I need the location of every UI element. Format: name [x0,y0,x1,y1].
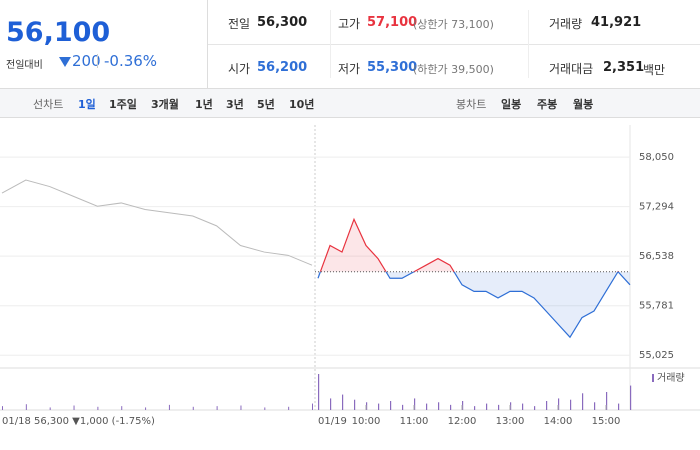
volume-bar [318,374,320,410]
volume-bar [462,401,464,410]
line [317,271,631,339]
legend-label: 거래량 [657,372,685,384]
tab[interactable]: 일봉 [501,98,522,111]
volume-bar [168,404,170,410]
note: (상한가 73,100) [413,18,494,31]
tab-group-label: 봉차트 [456,98,487,111]
tab[interactable]: 3개월 [151,98,179,111]
x-tick-label: 13:00 [496,416,525,427]
volume-bar [594,402,596,410]
tab[interactable]: 3년 [226,98,244,111]
x-tick-label: 12:00 [448,416,477,427]
volume-bar [558,398,560,410]
x-tick-label: 11:00 [400,416,429,427]
volume-bar [354,399,356,410]
y-tick-label: 56,538 [639,251,674,262]
volume-bar [438,402,440,410]
label: 고가 [338,17,361,31]
volume-bar [618,403,620,410]
legend-swatch [652,374,654,382]
value: 2,351 [603,60,645,75]
area [318,271,630,338]
volume-bar [264,407,266,410]
y-tick-label: 58,050 [639,152,674,163]
tab[interactable]: 월봉 [573,98,594,111]
change-rate: -0.36% [104,52,158,70]
volume-bar [390,401,392,410]
tab[interactable]: 주봉 [537,98,558,111]
value: 41,921 [591,15,642,30]
x-tick-label: 10:00 [352,416,381,427]
volume-bar [402,404,404,410]
volume-bar [534,406,536,410]
volume-bar [570,399,572,410]
value: 56,300 [257,15,308,30]
value: 57,100 [367,15,418,30]
volume-bar [216,406,218,410]
tab[interactable]: 1일 [78,98,96,111]
volume-bar [97,406,99,410]
y-tick-label: 57,294 [639,202,674,213]
volume-bar [486,403,488,410]
volume-bar [240,405,242,410]
x-label: 01/19 [318,416,347,427]
x-tick-label: 14:00 [544,416,573,427]
volume-bar [414,398,416,410]
volume-bar [606,392,608,410]
volume-bar [73,405,75,410]
volume-bar [330,398,332,410]
x-label: 01/18 [2,416,31,427]
volume-bar [510,402,512,410]
label: 전일 [228,17,251,31]
prev-summary: 56,300 ▼1,000 (-1.75%) [34,416,155,427]
price: 56,100 [6,17,111,48]
volume-bar [366,402,368,410]
volume-bar [121,406,123,410]
x-tick-label: 15:00 [592,416,621,427]
down-icon [59,57,71,67]
y-tick-label: 55,781 [639,301,674,312]
area [318,219,630,272]
volume-bar [582,393,584,410]
value: 55,300 [367,60,418,75]
tab[interactable]: 10년 [289,98,315,111]
volume-bar [498,404,500,410]
quote-panel: 56,100 전일대비 200 -0.36% [0,0,208,88]
label: 거래대금 [549,62,594,76]
change-label: 전일대비 [6,60,43,71]
volume-bar [25,404,27,410]
value: 56,200 [257,60,308,75]
volume-bar [450,404,452,410]
volume-bar [288,406,290,410]
volume-bar [2,406,3,410]
y-tick-label: 55,025 [639,350,674,361]
label: 시가 [228,62,251,76]
volume-bar [49,407,51,410]
volume-bar [192,406,194,410]
label: 거래량 [549,17,583,31]
volume-bar [474,406,476,410]
volume-bar [546,401,548,410]
label: 저가 [338,62,361,76]
line [319,217,619,272]
volume-bar [145,407,147,410]
volume-bar [522,403,524,410]
tab-bar: 선차트 봉차트 1일 1주일 3개월 1년 3년 5년 10년 일봉 주봉 월봉 [0,89,700,118]
tab-group-label: 선차트 [33,98,64,111]
tab[interactable]: 1주일 [109,98,137,111]
volume-bar [426,403,428,410]
volume-bar [312,403,313,410]
line [1,179,313,266]
change: 200 [72,52,101,70]
header: 56,100 전일대비 200 -0.36% 전일 56,300 고가 57,1… [0,0,700,89]
volume-bar [378,403,380,410]
note: (하한가 39,500) [413,63,494,76]
volume-bar [630,385,632,410]
tab[interactable]: 1년 [195,98,213,111]
tab[interactable]: 5년 [257,98,275,111]
volume-bar [342,394,344,410]
unit: 백만 [643,63,666,77]
